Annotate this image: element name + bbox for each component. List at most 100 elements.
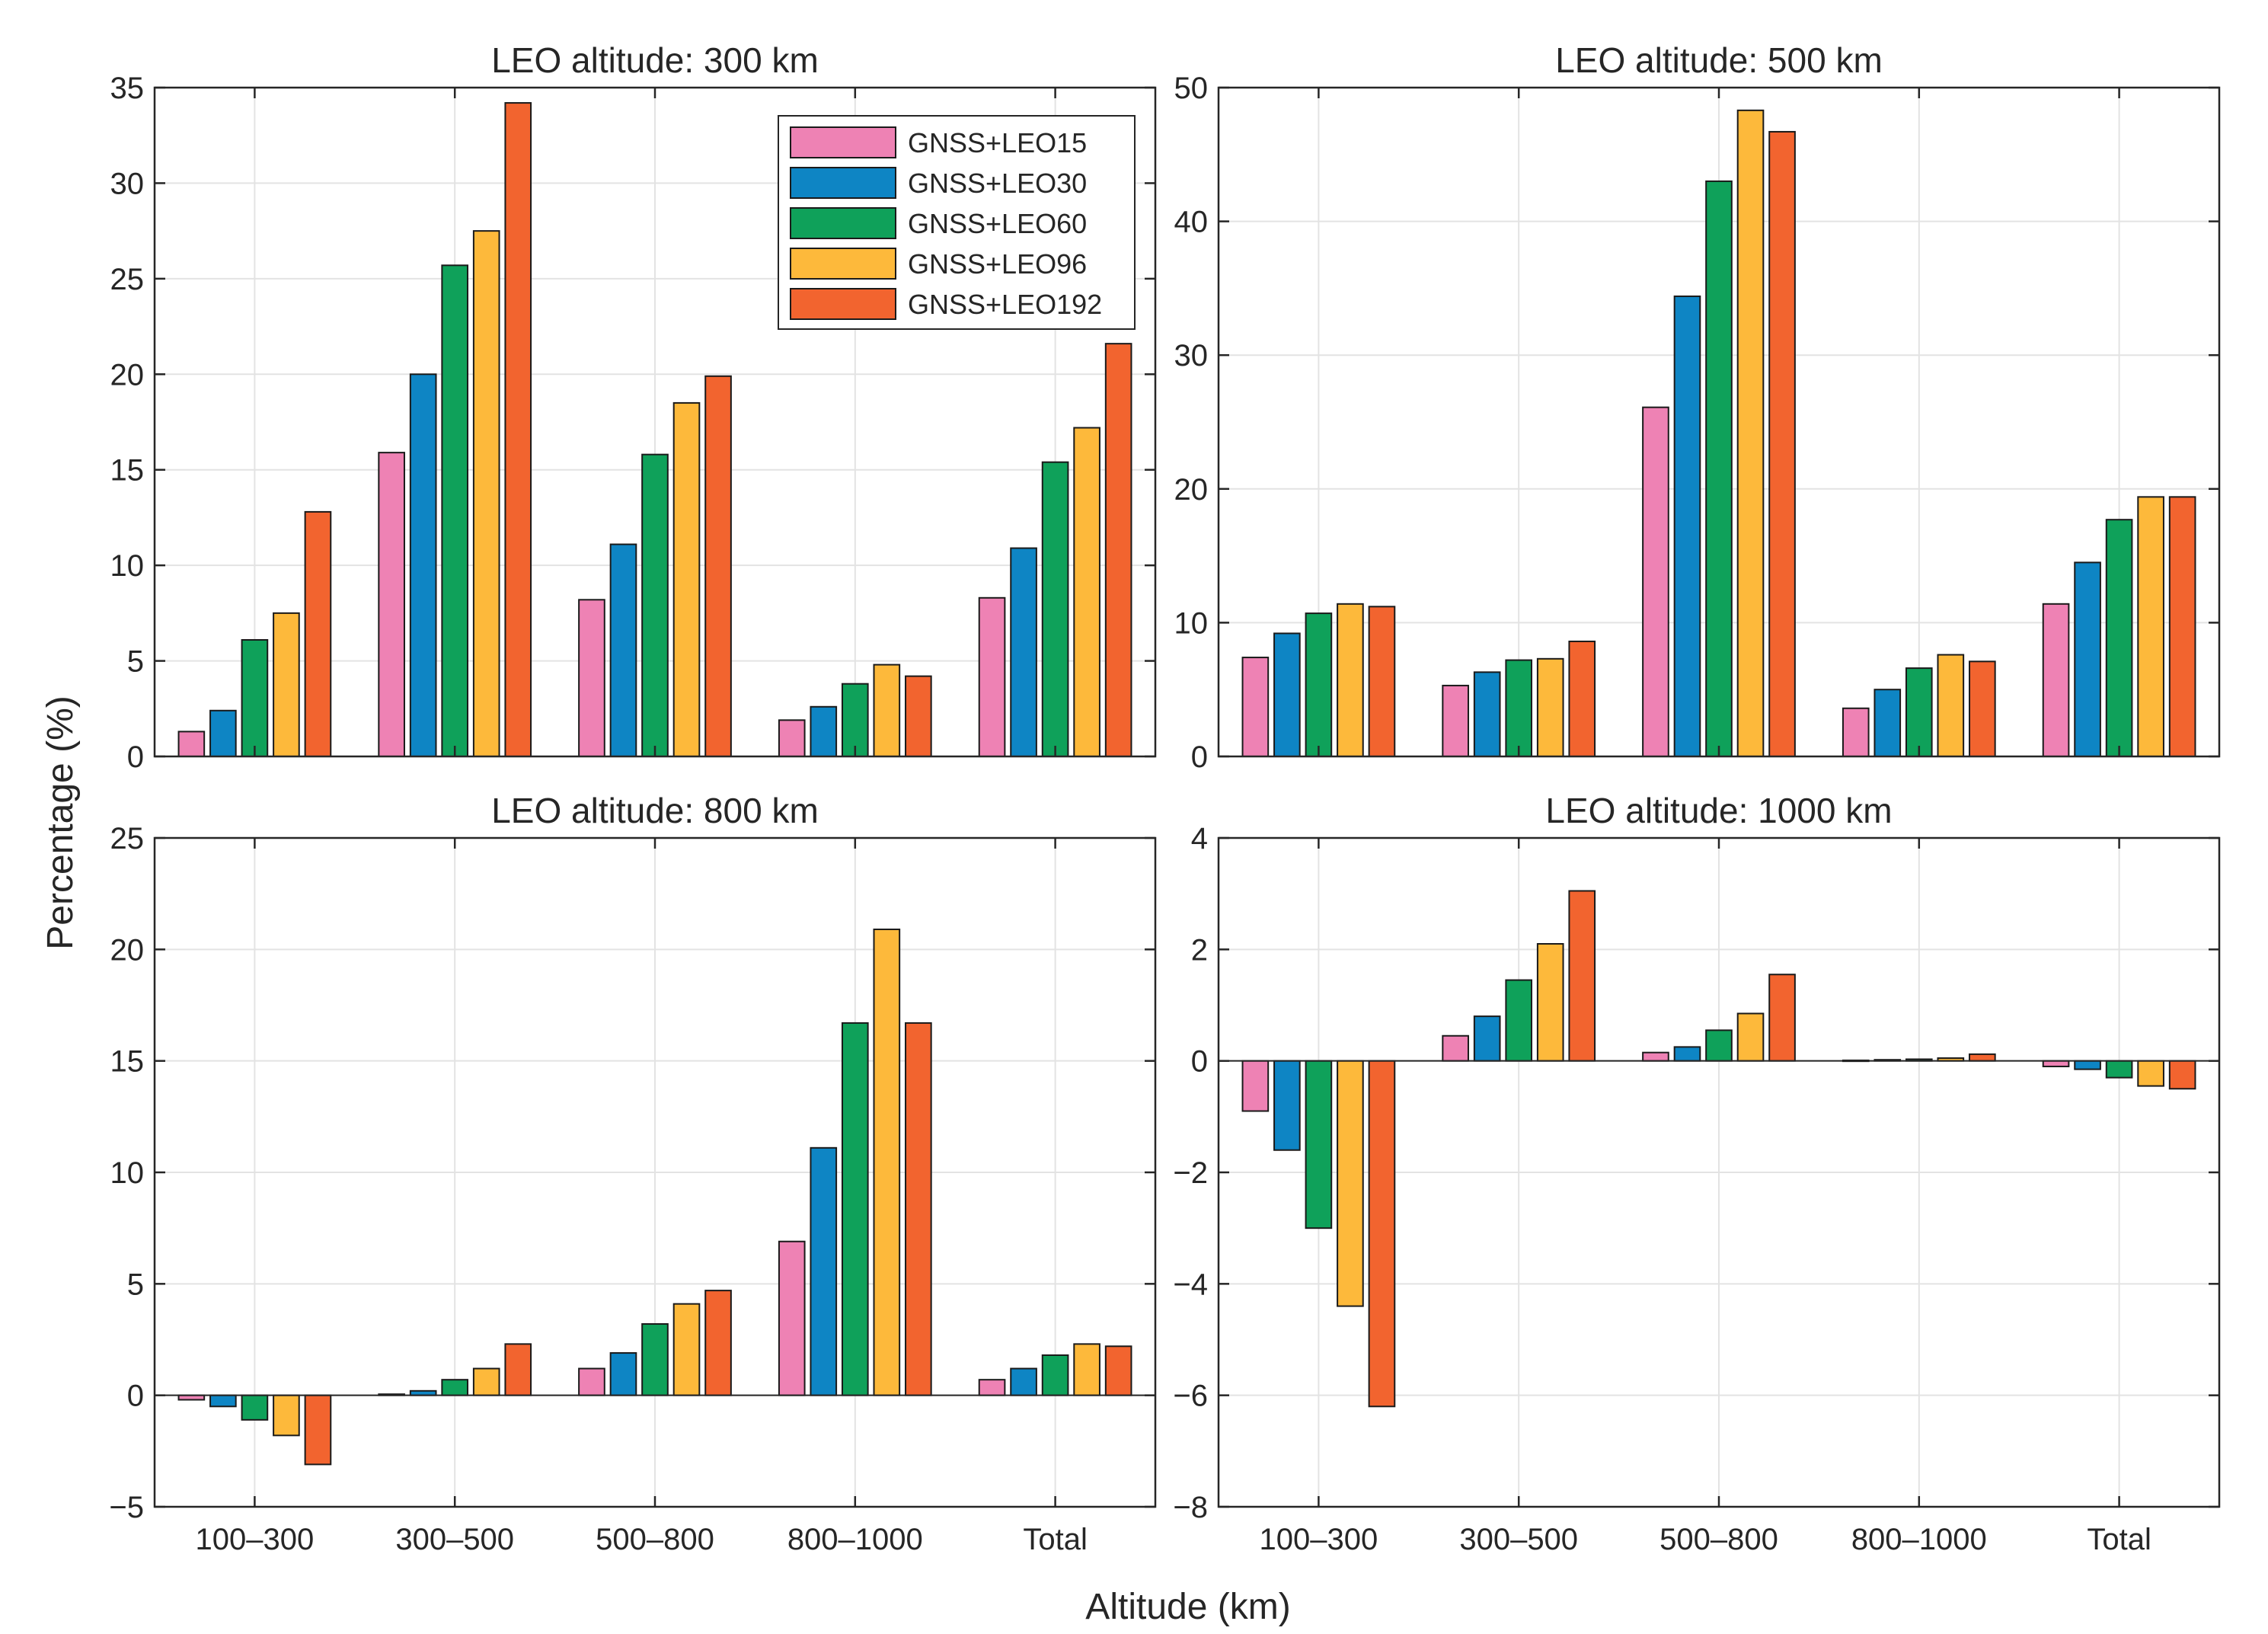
bar: [1842, 707, 1870, 757]
legend-swatch: [790, 207, 896, 239]
y-tick-label: 0: [127, 1380, 144, 1413]
chart-title: LEO altitude: 300 km: [491, 40, 819, 80]
bar: [841, 1022, 869, 1396]
bar: [905, 675, 932, 758]
bar: [2105, 519, 2133, 757]
bar: [2042, 1060, 2070, 1067]
bar: [1073, 427, 1100, 757]
y-tick-label: 25: [110, 822, 145, 855]
x-tick-label: 100–300: [196, 1523, 315, 1556]
bar: [441, 264, 469, 758]
y-axis-label: Percentage (%): [40, 695, 81, 950]
bar: [1969, 660, 1996, 757]
bar: [304, 510, 332, 757]
y-tick-label: 50: [1174, 72, 1209, 105]
bar: [504, 1343, 532, 1396]
bar: [441, 1379, 469, 1396]
bar: [778, 1240, 806, 1396]
x-tick-label: 500–800: [596, 1523, 714, 1556]
bar: [641, 453, 669, 757]
y-tick-label: 0: [127, 740, 144, 774]
bar: [2168, 496, 2196, 757]
bar: [672, 401, 701, 758]
chart-panel-3: −5 0 5 10 15 20 25 100–300 300–500 500–800 800–100…: [109, 791, 1157, 1556]
x-tick-label: 300–500: [395, 1523, 514, 1556]
bar: [1368, 606, 1396, 757]
bar: [1673, 1046, 1701, 1062]
bar: [378, 452, 405, 757]
y-tick-label: 10: [110, 549, 145, 583]
legend-label: GNSS+LEO15: [908, 127, 1087, 158]
legend-swatch: [790, 248, 896, 280]
bar: [209, 709, 237, 758]
y-tick-label: 15: [110, 1045, 145, 1079]
bar: [2074, 1060, 2101, 1070]
bar: [704, 375, 732, 757]
bar: [905, 1022, 932, 1396]
bar: [1736, 1012, 1765, 1062]
bar: [1337, 1060, 1364, 1307]
bar: [472, 1367, 500, 1396]
bar: [1241, 1060, 1270, 1112]
bar: [2137, 496, 2164, 757]
x-tick-label: 300–500: [1459, 1523, 1578, 1556]
y-tick-label: 20: [1174, 473, 1209, 507]
y-tick-label: 20: [110, 358, 145, 392]
bar: [1536, 657, 1564, 758]
legend-label: GNSS+LEO192: [908, 289, 1102, 320]
bar: [1010, 547, 1037, 758]
bar: [1937, 654, 1965, 757]
bar: [1473, 1015, 1501, 1062]
y-tick-label: 2: [1191, 933, 1208, 967]
y-tick-label: 30: [1174, 339, 1209, 373]
bar: [2042, 603, 2070, 757]
x-tick-label: 800–1000: [1851, 1523, 1987, 1556]
y-tick-label: 25: [110, 263, 145, 296]
bar: [2074, 561, 2101, 757]
y-tick-label: 0: [1191, 740, 1208, 774]
y-tick-label: 15: [110, 454, 145, 488]
bar: [1505, 979, 1533, 1062]
x-tick-label: Total: [1023, 1523, 1088, 1556]
bar: [1041, 1354, 1069, 1396]
bar: [1104, 343, 1132, 757]
bar: [1473, 671, 1501, 758]
bar: [1337, 603, 1364, 757]
x-tick-label: 800–1000: [787, 1523, 923, 1556]
bar: [641, 1323, 669, 1396]
bar: [209, 1394, 237, 1408]
y-tick-label: 30: [110, 167, 145, 200]
bar: [1673, 295, 1701, 758]
legend-label: GNSS+LEO60: [908, 208, 1087, 239]
y-tick-label: 10: [110, 1156, 145, 1190]
y-tick-label: −2: [1173, 1156, 1208, 1190]
legend-label: GNSS+LEO96: [908, 248, 1087, 280]
x-axis-label: Altitude (km): [1085, 1587, 1290, 1627]
bar: [504, 102, 532, 758]
bar: [578, 599, 605, 757]
bar: [810, 1146, 838, 1396]
chart-title: LEO altitude: 1000 km: [1545, 791, 1892, 830]
bar: [2137, 1060, 2164, 1087]
bar: [1705, 1029, 1733, 1062]
bar: [1568, 640, 1596, 758]
bar: [778, 719, 806, 758]
bar: [609, 1352, 637, 1396]
bar: [2105, 1060, 2133, 1079]
bar: [1273, 1060, 1301, 1151]
bar: [1305, 1060, 1333, 1229]
bar: [1768, 130, 1796, 757]
bar: [978, 596, 1006, 757]
y-tick-label: 20: [110, 933, 145, 967]
y-tick-label: −8: [1173, 1491, 1208, 1524]
bar: [1768, 974, 1796, 1062]
bar: [409, 373, 437, 757]
bar: [1505, 659, 1533, 757]
x-tick-label: 500–800: [1659, 1523, 1778, 1556]
bar: [1568, 890, 1596, 1062]
legend-swatch: [790, 167, 896, 199]
y-tick-label: 5: [127, 1268, 144, 1301]
y-tick-label: −5: [109, 1491, 144, 1524]
bar: [978, 1379, 1006, 1396]
legend-swatch: [790, 126, 896, 158]
